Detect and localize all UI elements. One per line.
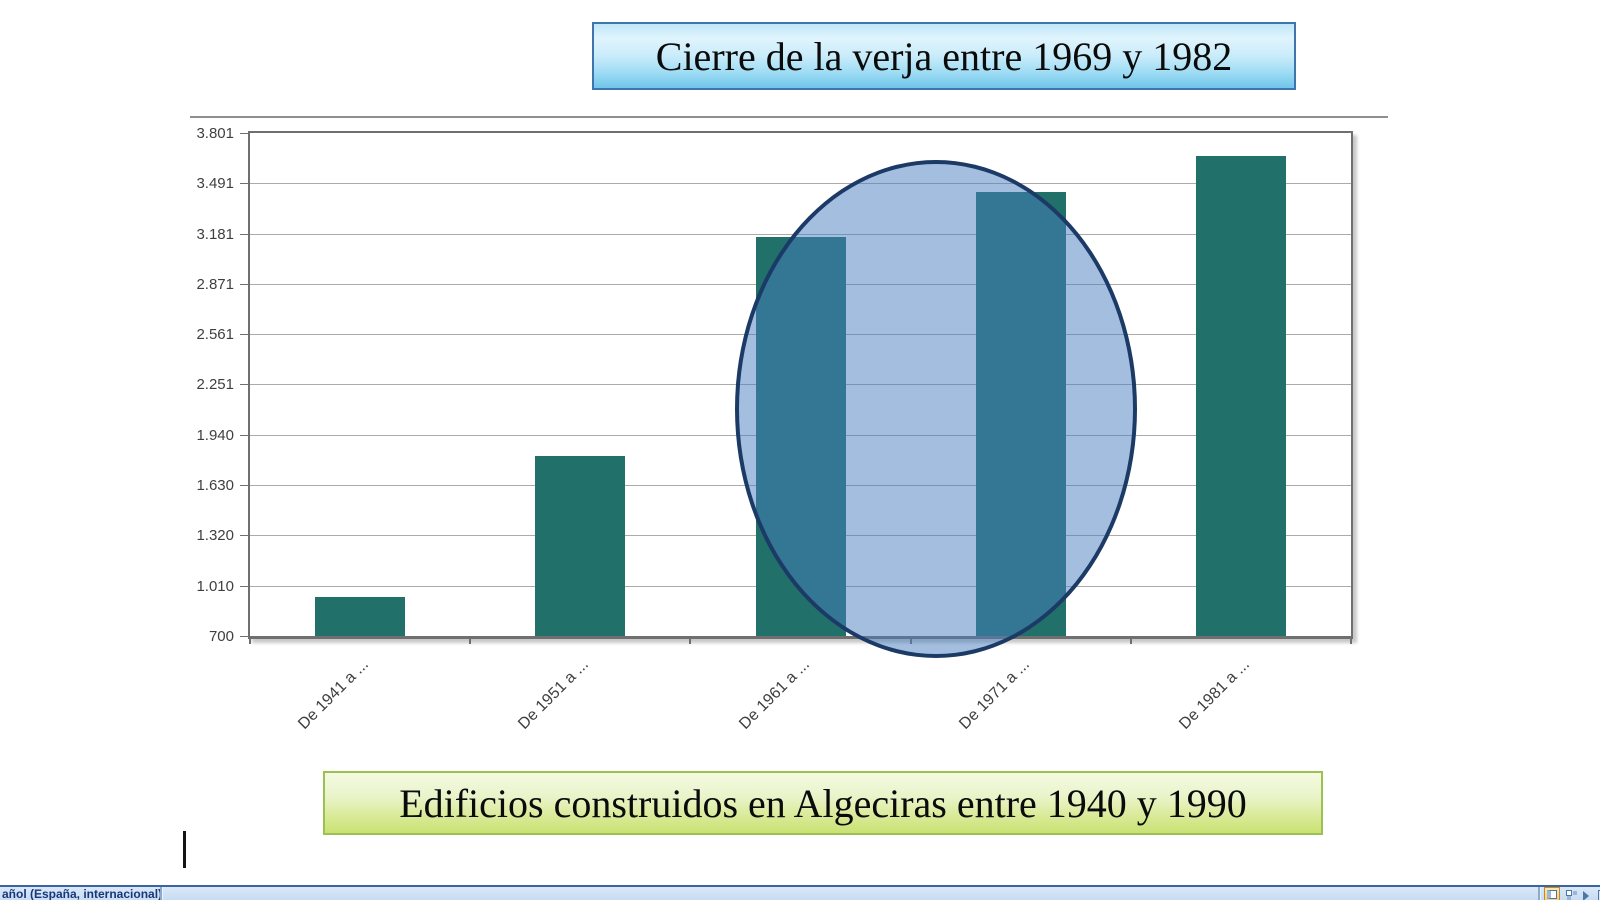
language-indicator[interactable]: añol (España, internacional) xyxy=(2,887,163,900)
x-axis-label: De 1981 a ... xyxy=(1176,656,1253,733)
y-axis-tick xyxy=(240,434,250,436)
y-axis-tick xyxy=(240,183,250,185)
y-axis-tick xyxy=(240,535,250,537)
y-axis-tick xyxy=(240,133,250,134)
statusbar-divider xyxy=(1538,887,1541,900)
statusbar-divider xyxy=(160,887,163,900)
y-axis-tick xyxy=(240,636,250,637)
bar xyxy=(315,597,406,636)
view-button-partial-clipped[interactable] xyxy=(1595,887,1600,900)
x-axis-tick xyxy=(469,636,471,644)
bar xyxy=(535,455,626,636)
normal-view-icon xyxy=(1547,890,1557,899)
y-axis-label: 1.320 xyxy=(196,527,234,545)
x-axis-label: De 1941 a ... xyxy=(295,656,373,733)
y-axis-tick xyxy=(240,233,250,235)
y-axis-tick xyxy=(240,334,250,336)
x-axis-tick xyxy=(689,636,691,644)
x-axis-tick xyxy=(1130,636,1132,644)
x-axis-label: De 1961 a ... xyxy=(735,656,813,733)
text-cursor xyxy=(183,831,186,868)
bottom-callout[interactable]: Edificios construidos en Algeciras entre… xyxy=(323,771,1323,835)
view-switcher xyxy=(1544,887,1600,900)
y-axis-label: 2.871 xyxy=(196,275,234,293)
top-callout[interactable]: Cierre de la verja entre 1969 y 1982 xyxy=(592,22,1296,90)
y-axis-tick xyxy=(240,485,250,487)
y-axis-tick xyxy=(240,283,250,285)
chart-object-top-border xyxy=(190,116,1388,118)
y-axis-label: 1.630 xyxy=(196,477,234,495)
view-button-normal-view[interactable] xyxy=(1544,887,1560,900)
status-bar: añol (España, internacional) xyxy=(0,885,1600,900)
highlight-ellipse[interactable] xyxy=(735,160,1137,658)
y-axis-label: 700 xyxy=(208,628,234,645)
y-axis-tick xyxy=(240,384,250,386)
slide-show-icon xyxy=(1583,891,1589,900)
y-axis-label: 3.491 xyxy=(196,175,234,193)
x-axis-tick xyxy=(1350,636,1352,644)
view-button-slide-sorter[interactable] xyxy=(1561,887,1577,900)
slide-sorter-icon xyxy=(1566,890,1572,896)
x-axis-label: De 1971 a ... xyxy=(955,656,1033,733)
y-axis-label: 1.010 xyxy=(196,577,234,595)
y-axis-label: 1.940 xyxy=(196,426,234,444)
y-axis-tick xyxy=(240,585,250,587)
y-gridline xyxy=(250,183,1351,185)
y-axis-label: 2.561 xyxy=(196,326,234,344)
y-axis-label: 3.801 xyxy=(196,125,234,142)
view-button-slide-show[interactable] xyxy=(1578,887,1594,900)
bar xyxy=(1195,155,1286,636)
partial-clipped-icon xyxy=(1597,890,1600,900)
x-axis-tick xyxy=(249,636,251,644)
x-axis-label: De 1951 a ... xyxy=(515,656,593,733)
y-axis-label: 2.251 xyxy=(196,376,234,394)
y-axis-label: 3.181 xyxy=(196,225,234,243)
